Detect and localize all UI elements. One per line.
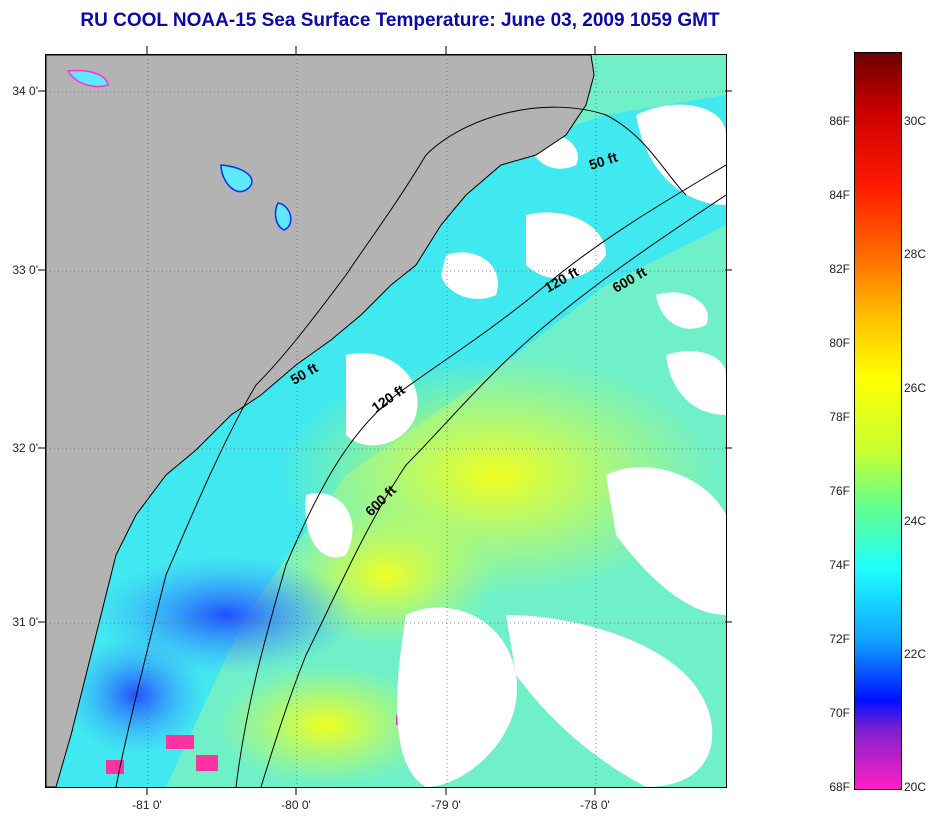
lat-label-33: 33 0': [12, 263, 38, 277]
temperature-colorbar: [854, 52, 902, 790]
colorbar-label-82f: 82F: [829, 262, 850, 276]
cloud-cover: [305, 104, 726, 787]
sst-map: 50 ft 120 ft 600 ft 50 ft 120 ft 600 ft: [45, 54, 727, 788]
land-area: [46, 55, 595, 787]
lon-label-80: -80 0': [281, 798, 311, 812]
lon-label-81: -81 0': [132, 798, 162, 812]
lon-label-78: -78 0': [580, 798, 610, 812]
depth-contours: [115, 106, 726, 787]
lat-label-34: 34 0': [12, 84, 38, 98]
contour-600ft: [260, 194, 726, 787]
colorbar-label-28c: 28C: [904, 247, 927, 261]
colorbar-label-84f: 84F: [829, 188, 850, 202]
colorbar-label-68f: 68F: [829, 780, 850, 794]
colorbar-label-70f: 70F: [829, 706, 850, 720]
colorbar-label-76f: 76F: [829, 484, 850, 498]
colorbar-label-74f: 74F: [829, 558, 850, 572]
colorbar-label-80f: 80F: [829, 336, 850, 350]
grid-lines: [46, 55, 726, 787]
colorbar-label-86f: 86F: [829, 114, 850, 128]
colorbar-label-72f: 72F: [829, 632, 850, 646]
contour-50ft: [115, 106, 687, 787]
map-title: RU COOL NOAA-15 Sea Surface Temperature:…: [80, 10, 720, 31]
lat-label-31: 31 0': [12, 615, 38, 629]
colorbar-label-30c: 30C: [904, 114, 927, 128]
colorbar-label-22c: 22C: [904, 647, 927, 661]
lat-label-32: 32 0': [12, 441, 38, 455]
contour-120ft: [235, 164, 726, 787]
colorbar-label-26c: 26C: [904, 381, 927, 395]
lon-label-79: -79 0': [431, 798, 461, 812]
colorbar-label-20c: 20C: [904, 780, 927, 794]
inland-lake: [220, 164, 253, 193]
colorbar-label-24c: 24C: [904, 514, 927, 528]
colorbar-label-78f: 78F: [829, 410, 850, 424]
